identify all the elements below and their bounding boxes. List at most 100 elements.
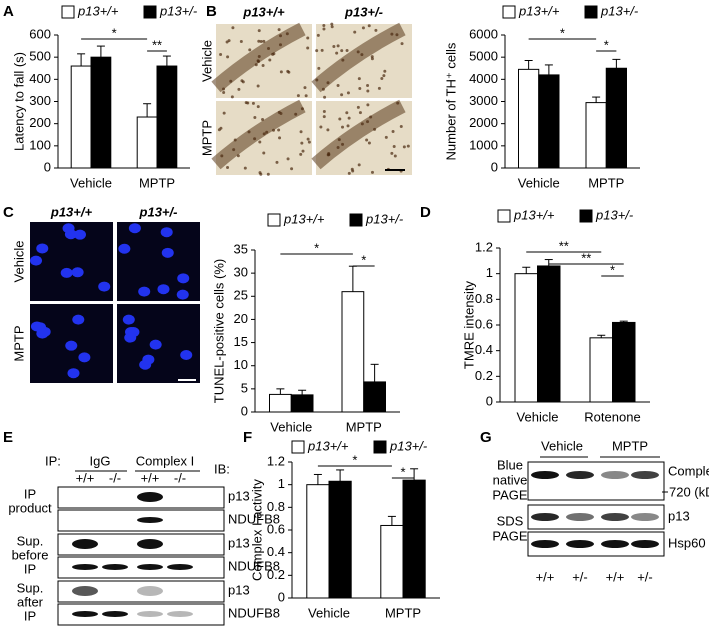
bar — [537, 265, 561, 403]
micrograph-cell — [353, 30, 357, 34]
x-tick-label: MPTP — [346, 419, 382, 434]
blot-band — [137, 564, 163, 570]
blot-row — [57, 580, 225, 603]
section-label: Sup. — [17, 533, 44, 548]
y-tick-label: 0 — [278, 589, 285, 604]
genotype-label: +/- — [637, 569, 653, 584]
y-tick-label: 0.6 — [267, 521, 285, 536]
micrograph-cell — [307, 140, 311, 144]
micrograph-nucleus — [180, 350, 193, 361]
micrograph-nucleus — [157, 284, 170, 295]
y-tick-label: 1.2 — [475, 239, 493, 254]
ip-group: Complex I — [136, 453, 195, 468]
legend-swatch — [61, 5, 75, 19]
row-label: Hsp60 — [668, 535, 706, 550]
micrograph-cell — [336, 44, 340, 48]
micrograph-cell — [360, 122, 364, 126]
micrograph-cell — [356, 105, 360, 109]
micrograph-cell — [229, 79, 233, 83]
legend-swatch — [143, 5, 157, 19]
y-axis-label: Complex I activity — [249, 479, 264, 581]
micrograph-cell — [286, 157, 290, 161]
y-tick-label: 20 — [234, 311, 248, 326]
micrograph-cell — [340, 49, 344, 53]
row-label: NDUFB8 — [228, 511, 280, 526]
micrograph-cell — [233, 138, 237, 142]
significance-label: * — [361, 252, 366, 267]
blot-band — [601, 471, 629, 479]
y-tick-label: 15 — [234, 334, 248, 349]
legend-swatch — [349, 213, 363, 227]
section-label: IP — [24, 608, 36, 623]
micrograph-cell — [239, 40, 243, 44]
panel-letter: F — [243, 429, 252, 446]
bar — [605, 67, 627, 169]
micrograph-cell — [358, 111, 362, 115]
micrograph-stain — [311, 99, 406, 170]
x-tick-label: MPTP — [588, 175, 624, 190]
blot-band — [531, 513, 559, 521]
micrograph-cell — [400, 42, 404, 46]
micrograph-cell — [277, 128, 281, 132]
micrograph-row-label: MPTP — [199, 120, 214, 156]
legend-swatch — [373, 440, 387, 454]
y-tick-label: 25 — [234, 288, 248, 303]
micrograph-cell — [358, 87, 362, 91]
micrograph-cell — [254, 63, 258, 67]
micrograph-nucleus — [73, 229, 86, 240]
panel-letter: E — [3, 429, 13, 446]
y-axis-label: TMRE intensity — [461, 280, 476, 369]
micrograph-cell — [290, 167, 294, 171]
y-tick-label: 0 — [241, 403, 248, 418]
section-label: IP — [24, 561, 36, 576]
micrograph-cell — [300, 141, 304, 145]
micrograph-cell — [361, 26, 365, 30]
micrograph-cell — [330, 22, 334, 26]
blot-band — [137, 586, 163, 596]
micrograph-cell — [261, 118, 265, 122]
micrograph-cell — [261, 63, 265, 67]
micrograph-cell — [370, 170, 374, 174]
y-tick-label: 5000 — [469, 49, 498, 64]
micrograph-cell — [294, 112, 298, 116]
micrograph-cell — [346, 91, 350, 95]
y-tick-label: 300 — [29, 93, 51, 108]
x-tick-label: MPTP — [139, 175, 175, 190]
micrograph-cell — [301, 149, 305, 153]
y-tick-label: 0.2 — [267, 567, 285, 582]
blot-band — [601, 513, 629, 521]
row-label: p13 — [228, 488, 250, 503]
blot-band — [566, 513, 594, 521]
blot-band — [566, 540, 594, 548]
micrograph-cell — [366, 89, 370, 93]
row-label: p13 — [228, 582, 250, 597]
micrograph-cell — [217, 128, 221, 132]
micrograph-nucleus — [36, 243, 49, 254]
micrograph-nucleus — [124, 332, 137, 343]
micrograph-cell — [285, 32, 289, 36]
micrograph-cell — [369, 115, 373, 119]
group-label: Vehicle — [541, 438, 583, 453]
section-label: Blue — [497, 457, 523, 472]
row-label: NDUFB8 — [228, 605, 280, 620]
bar — [341, 291, 365, 413]
marker-label: 720 (kDa) — [669, 484, 709, 499]
section-label: Sup. — [17, 580, 44, 595]
micrograph-nucleus — [177, 273, 190, 284]
micrograph-cell — [347, 171, 351, 175]
blot-row — [57, 603, 225, 626]
micrograph-cell — [336, 83, 340, 87]
micrograph-cell — [253, 137, 257, 141]
micrograph-cell — [306, 36, 310, 40]
row-label: p13 — [668, 508, 690, 523]
micrograph-cell — [248, 48, 252, 52]
x-tick-label: Rotenone — [584, 409, 640, 424]
legend-label: p13+/+ — [307, 438, 349, 453]
micrograph-cell — [392, 144, 396, 148]
micrograph-row-label: Vehicle — [11, 241, 26, 283]
section-label: product — [8, 500, 52, 515]
micrograph-cell — [231, 26, 235, 30]
legend-swatch — [267, 213, 281, 227]
micrograph-cell — [265, 130, 269, 134]
